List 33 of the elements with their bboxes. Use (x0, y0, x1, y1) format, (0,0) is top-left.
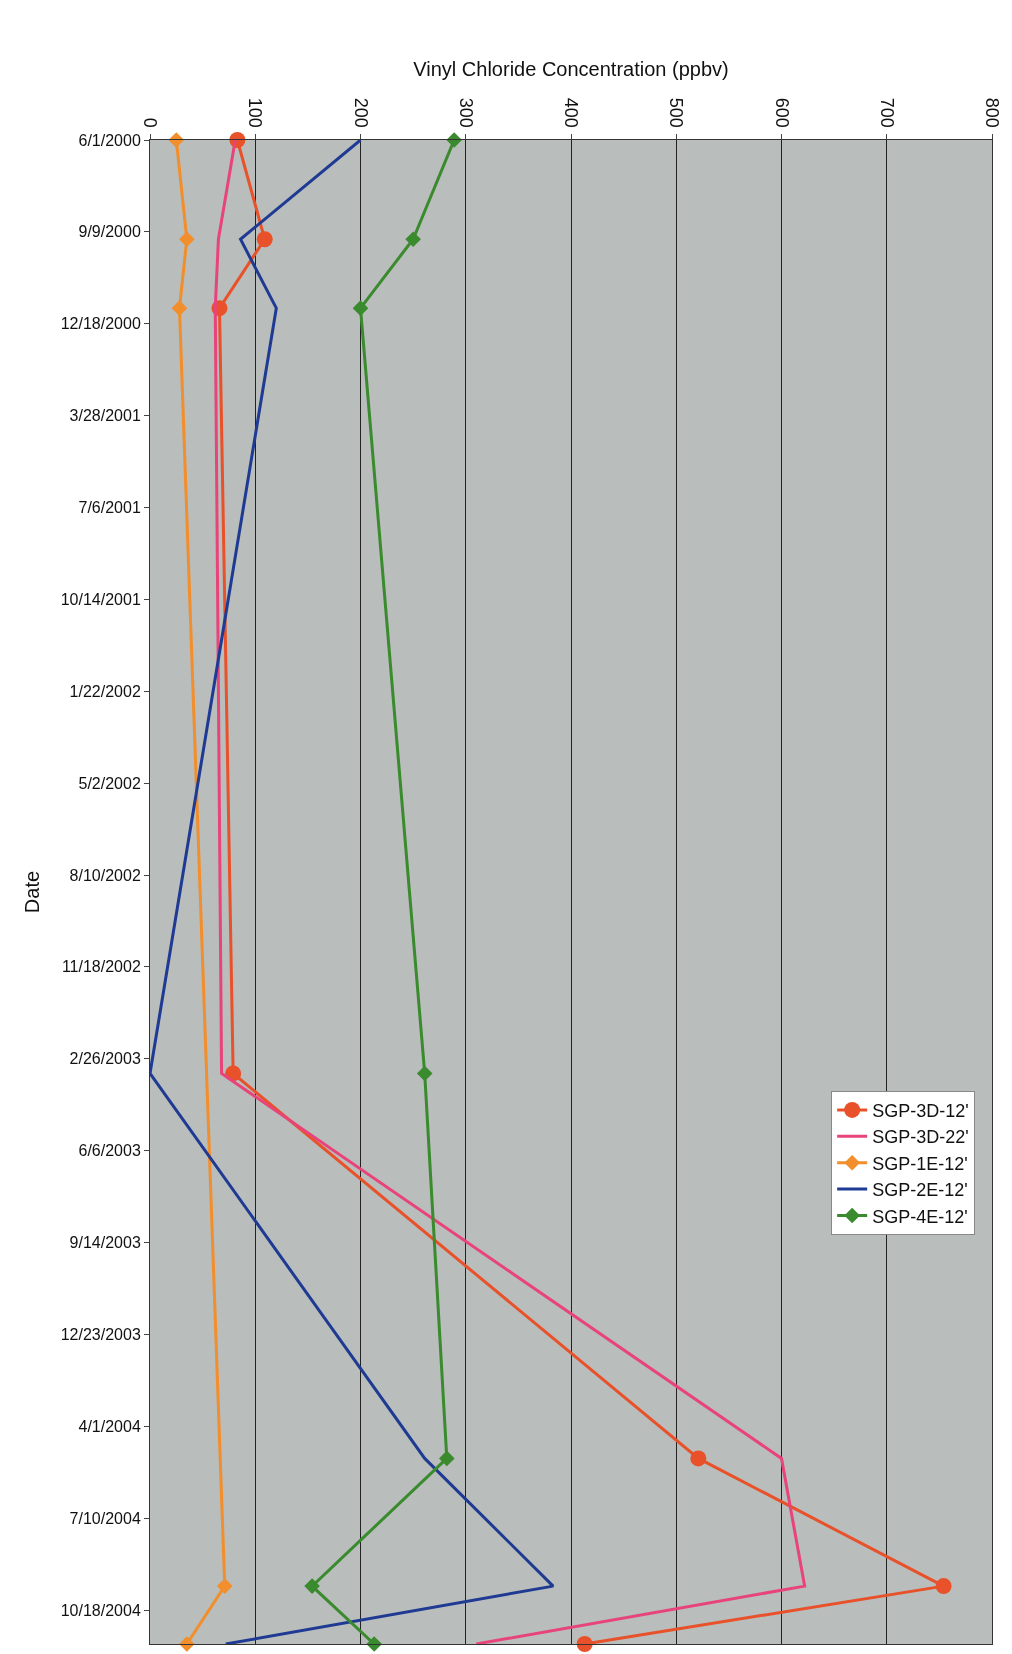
x-tick-label: 600 (771, 97, 792, 128)
x-tick-label: 200 (350, 97, 371, 128)
y-tick-label: 8/10/2002 (69, 866, 141, 884)
y-tick-label: 10/18/2004 (60, 1601, 141, 1619)
legend-label: SGP-3D-22' (872, 1127, 969, 1148)
y-tick-label: 7/6/2001 (78, 499, 141, 517)
x-tick-label: 800 (982, 97, 1003, 128)
y-tick-label: 4/1/2004 (78, 1417, 141, 1435)
legend-label: SGP-2E-12' (872, 1180, 968, 1201)
y-tick-label: 1/22/2002 (69, 682, 141, 700)
x-tick-label: 500 (666, 97, 687, 128)
y-tick-label: 7/10/2004 (69, 1509, 141, 1527)
legend-label: SGP-4E-12' (872, 1206, 968, 1227)
x-tick-label: 0 (140, 117, 161, 128)
y-tick-label: 3/28/2001 (69, 407, 141, 425)
x-tick-label: 400 (561, 97, 582, 128)
x-axis-title: Vinyl Chloride Concentration (ppbv) (413, 58, 729, 81)
legend-label: SGP-1E-12' (872, 1153, 968, 1174)
y-axis-title: Date (21, 870, 44, 914)
y-tick-label: 5/2/2002 (78, 774, 141, 792)
y-tick-label: 9/14/2003 (69, 1234, 141, 1252)
y-tick-label: 12/23/2003 (60, 1325, 141, 1343)
y-tick-label: 6/6/2003 (78, 1142, 141, 1160)
y-tick-label: 9/9/2000 (78, 223, 141, 241)
x-tick-label: 700 (876, 97, 897, 128)
y-tick-label: 11/18/2002 (61, 958, 141, 976)
y-tick-label: 10/14/2001 (60, 590, 141, 608)
x-tick-label: 100 (245, 97, 266, 128)
y-tick-label: 12/18/2000 (60, 315, 141, 333)
x-tick-label: 300 (455, 97, 476, 128)
y-tick-label: 2/26/2003 (69, 1050, 141, 1068)
legend-label: SGP-3D-12' (872, 1100, 969, 1121)
y-tick-label: 6/1/2000 (78, 131, 141, 149)
